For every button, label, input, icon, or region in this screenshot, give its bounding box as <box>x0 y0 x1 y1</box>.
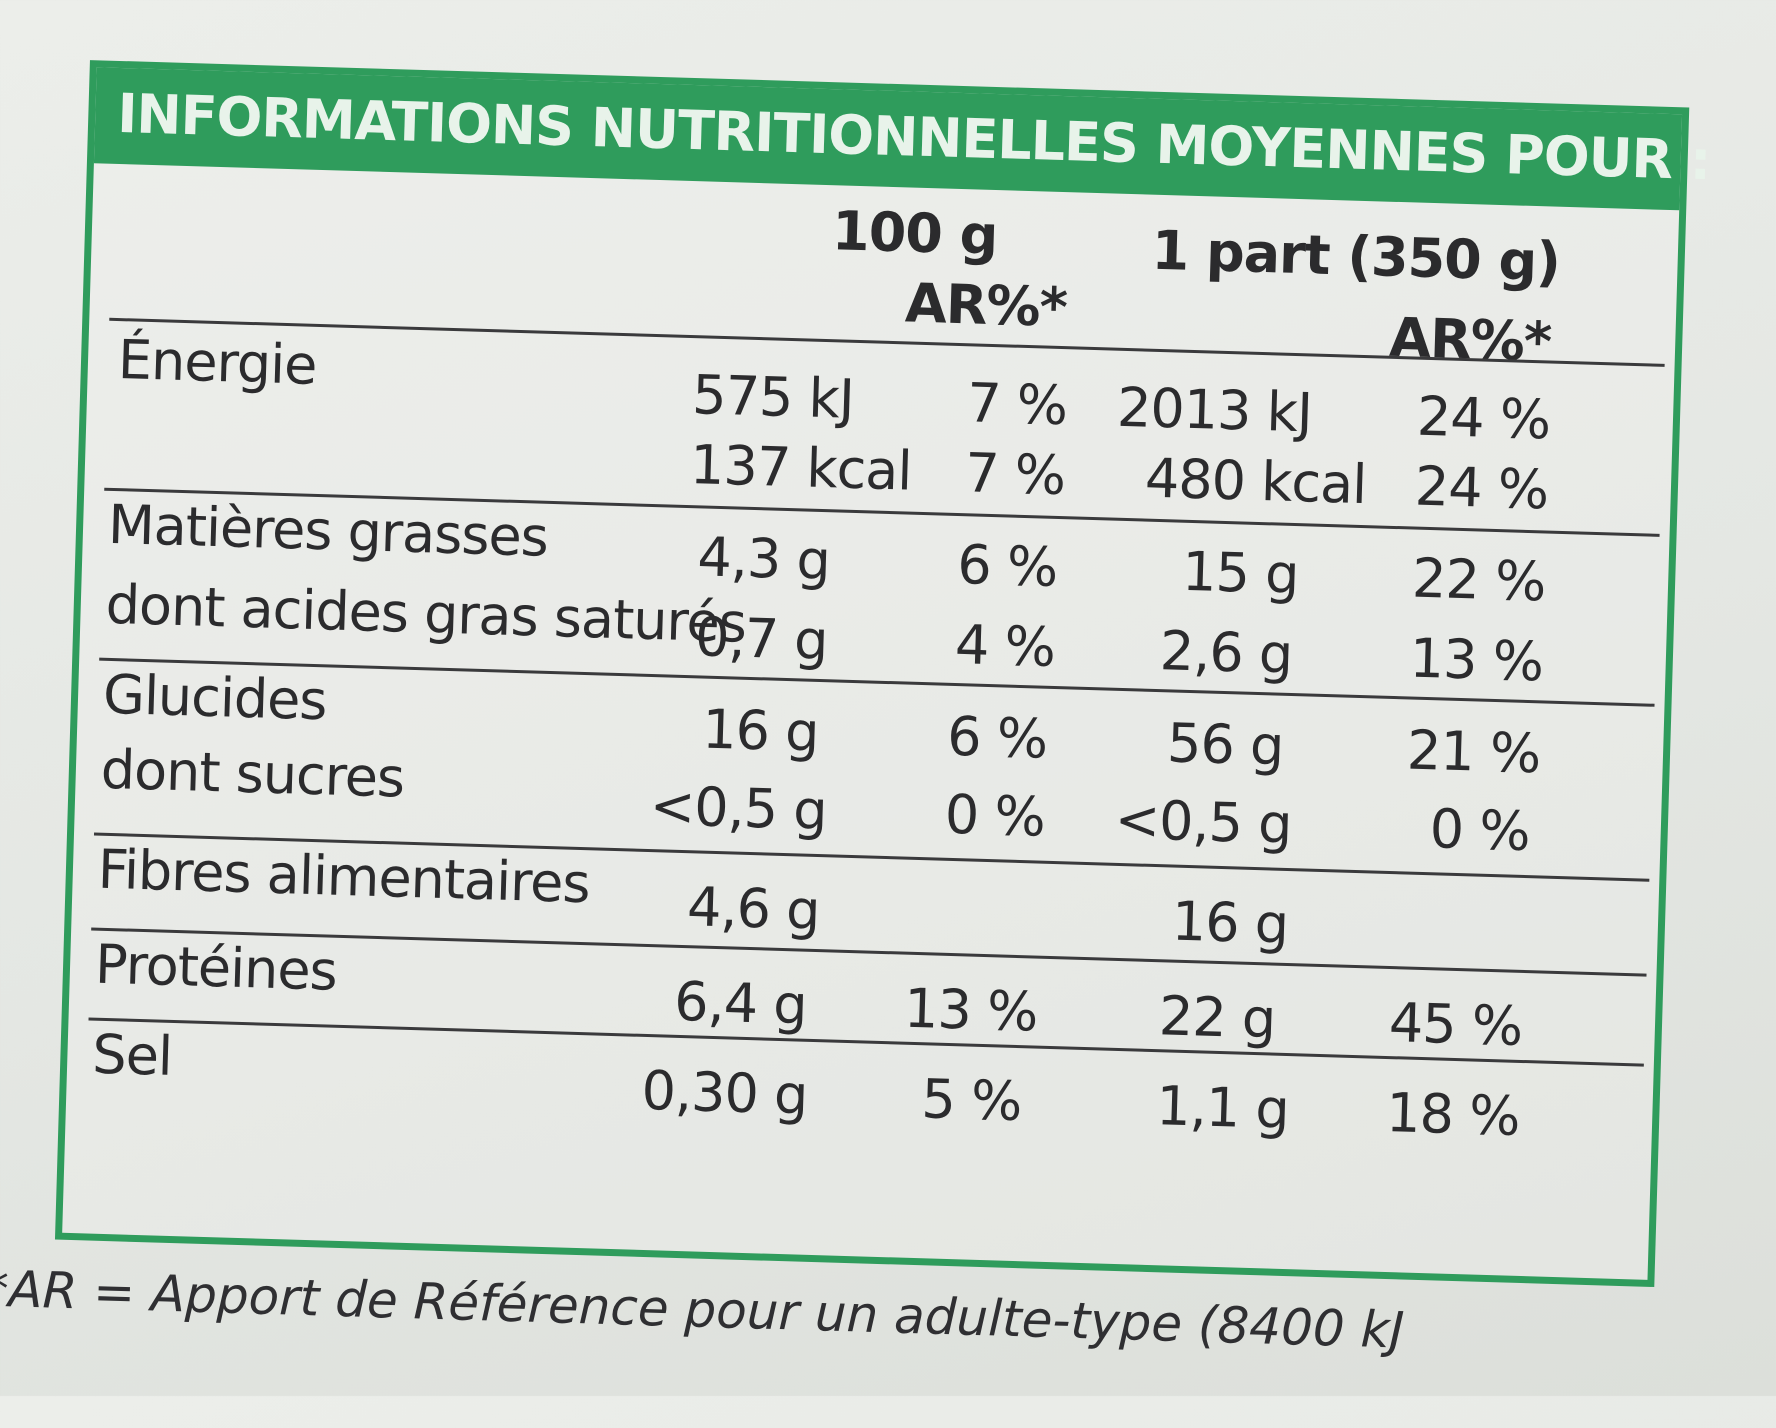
row-label-proteines: Protéines <box>94 932 338 1003</box>
row-label-matieres-grasses: Matières grasses <box>107 492 549 569</box>
column-ar-portion: AR%* <box>1388 305 1552 374</box>
energie-kj-ar-100g: 7 % <box>966 371 1068 438</box>
energie-kj-ar-portion: 24 % <box>1416 384 1552 452</box>
sel-ar-100g: 5 % <box>920 1067 1023 1134</box>
glucides-ar-100g: 6 % <box>946 704 1049 771</box>
sel-portion: 1,1 g <box>1155 1074 1290 1142</box>
column-per-100g: 100 g <box>831 199 999 268</box>
energie-kj-portion: 2013 kJ <box>1116 375 1313 445</box>
sucres-portion: <0,5 g <box>1113 787 1293 857</box>
glucides-portion: 56 g <box>1166 711 1285 778</box>
satures-ar-portion: 13 % <box>1408 626 1544 694</box>
sel-100g: 0,30 g <box>640 1058 809 1127</box>
energie-kcal-ar-portion: 24 % <box>1413 454 1549 522</box>
row-label-acides-gras-satures: dont acides gras saturés <box>104 572 747 655</box>
row-label-energie: Énergie <box>117 328 318 397</box>
fibres-portion: 16 g <box>1170 889 1289 956</box>
proteines-100g: 6,4 g <box>673 969 808 1037</box>
sucres-ar-portion: 0 % <box>1428 797 1531 864</box>
table-header-bar: INFORMATIONS NUTRITIONNELLES MOYENNES PO… <box>93 67 1711 211</box>
satures-ar-100g: 4 % <box>954 613 1056 679</box>
satures-100g: 0,7 g <box>694 605 829 673</box>
energie-kcal-100g: 137 kcal <box>689 433 913 503</box>
row-label-glucides: Glucides <box>102 662 328 733</box>
table-title: INFORMATIONS NUTRITIONNELLES MOYENNES PO… <box>116 81 1712 193</box>
nutrition-panel: INFORMATIONS NUTRITIONNELLES MOYENNES PO… <box>0 58 1711 1428</box>
row-label-sel: Sel <box>91 1022 173 1088</box>
satures-portion: 2,6 g <box>1158 619 1294 686</box>
column-ar-100g: AR%* <box>904 271 1068 340</box>
sel-ar-portion: 18 % <box>1385 1081 1521 1148</box>
sucres-100g: <0,5 g <box>649 774 828 843</box>
energie-kj-100g: 575 kJ <box>691 363 855 431</box>
nutrition-table-box: INFORMATIONS NUTRITIONNELLES MOYENNES PO… <box>54 60 1711 1288</box>
matieres-100g: 4,3 g <box>696 525 831 593</box>
fibres-100g: 4,6 g <box>686 875 821 943</box>
row-label-fibres: Fibres alimentaires <box>97 837 591 916</box>
energie-kcal-ar-100g: 7 % <box>964 441 1066 508</box>
glucides-100g: 16 g <box>701 697 820 764</box>
matieres-ar-portion: 22 % <box>1411 546 1547 614</box>
glucides-ar-portion: 21 % <box>1406 718 1542 786</box>
matieres-ar-100g: 6 % <box>956 533 1059 599</box>
proteines-ar-portion: 45 % <box>1388 991 1524 1058</box>
footnote: *AR = Apport de Référence pour un adulte… <box>0 1259 1406 1360</box>
energie-kcal-portion: 480 kcal <box>1144 446 1368 517</box>
matieres-portion: 15 g <box>1181 539 1300 607</box>
row-label-dont-sucres: dont sucres <box>100 737 406 810</box>
proteines-portion: 22 g <box>1158 984 1277 1051</box>
column-per-portion: 1 part (350 g) <box>1150 218 1561 294</box>
sucres-ar-100g: 0 % <box>944 782 1046 849</box>
proteines-ar-100g: 13 % <box>903 976 1039 1044</box>
